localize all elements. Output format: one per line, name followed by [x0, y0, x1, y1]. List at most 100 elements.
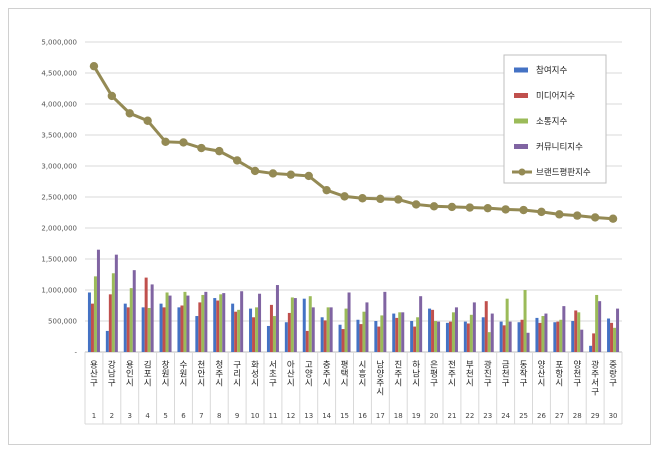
legend-swatch: [514, 67, 528, 73]
bar-2: [395, 317, 399, 352]
bar-1: [249, 308, 253, 352]
bar-2: [538, 322, 542, 352]
bar-3: [416, 317, 420, 352]
bar-4: [293, 298, 297, 352]
bar-3: [147, 307, 151, 352]
y-tick-label: -: [74, 349, 77, 357]
line-marker: [465, 203, 475, 212]
bar-4: [96, 249, 100, 352]
bar-1: [87, 292, 91, 352]
rank-label: 7: [199, 412, 203, 420]
bar-1: [320, 317, 324, 352]
legend-label: 참여지수: [536, 65, 567, 76]
y-tick-label: 4,000,000: [41, 101, 77, 109]
bar-2: [252, 317, 256, 352]
rank-label: 9: [235, 412, 239, 420]
rank-label: 17: [376, 412, 385, 420]
bar-2: [305, 330, 309, 352]
y-tick-label: 3,500,000: [41, 132, 77, 140]
bar-2: [126, 307, 130, 352]
bar-1: [535, 317, 539, 352]
bar-4: [544, 313, 548, 352]
line-marker: [573, 211, 582, 220]
bar-1: [213, 298, 217, 352]
line-marker: [394, 195, 403, 204]
rank-label: 6: [181, 412, 186, 420]
rank-label: 30: [609, 412, 618, 420]
bar-1: [141, 307, 145, 352]
bar-2: [180, 305, 184, 352]
rank-label: 19: [412, 412, 421, 420]
bar-3: [344, 308, 348, 352]
bar-4: [132, 270, 136, 352]
bar-3: [398, 312, 402, 352]
bar-2: [520, 319, 524, 352]
line-marker: [322, 185, 331, 195]
bar-4: [150, 284, 154, 352]
bar-4: [258, 293, 262, 352]
rank-label: 14: [322, 412, 331, 420]
rank-label: 13: [304, 412, 313, 420]
bar-4: [347, 292, 351, 352]
bar-4: [240, 291, 244, 352]
bar-2: [502, 325, 506, 352]
bar-1: [553, 322, 557, 352]
bar-4: [383, 291, 387, 352]
bar-1: [284, 322, 288, 352]
y-tick-label: 4,500,000: [41, 70, 77, 78]
line-marker: [179, 138, 188, 147]
bar-2: [610, 322, 614, 352]
bar-3: [559, 319, 563, 352]
line-marker: [358, 194, 367, 203]
bar-4: [454, 307, 458, 352]
line-marker: [429, 202, 439, 211]
line-marker: [411, 200, 421, 209]
bar-3: [93, 276, 97, 352]
rank-label: 10: [251, 412, 260, 420]
bar-2: [198, 302, 202, 352]
line-marker: [286, 170, 296, 179]
bar-3: [129, 288, 133, 352]
bar-1: [302, 298, 306, 352]
bar-3: [255, 307, 259, 352]
bar-2: [341, 329, 345, 352]
bar-2: [216, 300, 220, 352]
line-marker: [537, 207, 546, 217]
legend-label: 소통지수: [536, 117, 567, 127]
line-marker: [215, 146, 224, 156]
bar-3: [613, 327, 617, 352]
rank-label: 11: [268, 412, 277, 420]
bar-3: [272, 316, 276, 352]
bar-1: [428, 308, 432, 352]
line-marker: [483, 203, 492, 213]
rank-label: 22: [465, 412, 474, 420]
bar-1: [392, 313, 396, 352]
bar-1: [374, 321, 378, 352]
legend-label: 브랜드평판지수: [536, 167, 591, 178]
line-marker: [555, 210, 564, 219]
bar-1: [338, 324, 342, 352]
bar-2: [144, 277, 148, 352]
bar-2: [377, 326, 381, 352]
bar-2: [431, 309, 435, 352]
line-marker: [376, 194, 385, 204]
rank-label: 27: [555, 412, 564, 420]
y-tick-label: 3,000,000: [41, 163, 77, 171]
bar-3: [541, 316, 545, 352]
bar-3: [165, 292, 169, 352]
bar-3: [201, 294, 205, 352]
bar-4: [114, 254, 118, 352]
line-marker: [340, 192, 349, 201]
